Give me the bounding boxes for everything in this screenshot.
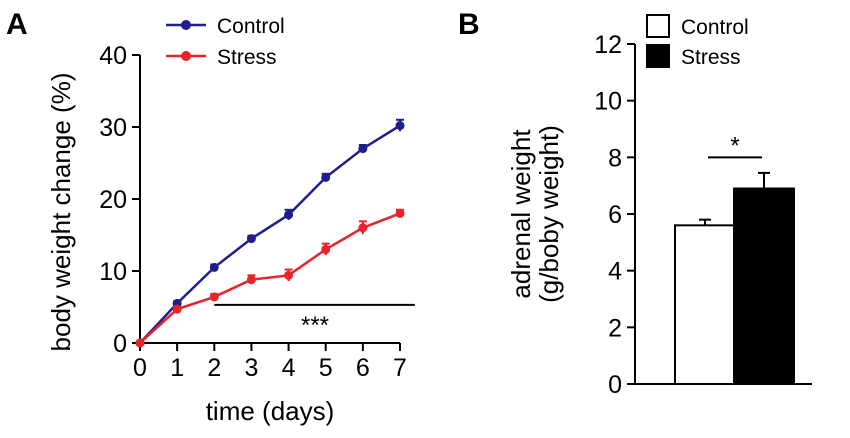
chart-b: 0 2 4 6 8 10 12 adrenal weight(g/boby weight) * C… bbox=[506, 14, 812, 399]
bar-stress bbox=[733, 187, 795, 385]
legend-label-control: Control bbox=[681, 16, 749, 39]
data-point bbox=[284, 210, 294, 220]
series-line-control bbox=[139, 124, 401, 344]
series-line-stress bbox=[139, 212, 401, 344]
data-point bbox=[358, 144, 368, 154]
data-point bbox=[246, 234, 256, 244]
panel-a-label: A bbox=[6, 8, 28, 41]
y-tick-label-b: 4 bbox=[608, 258, 622, 286]
y-tick-label-a: 10 bbox=[99, 258, 127, 286]
y-axis-title-b-line-1: adrenal weight bbox=[506, 129, 536, 299]
x-axis-title-a: time (days) bbox=[206, 396, 335, 426]
x-tick-label-a: 3 bbox=[244, 354, 258, 382]
y-tick-label-a: 40 bbox=[99, 42, 127, 70]
y-tick-label-a: 20 bbox=[99, 186, 127, 214]
data-point bbox=[395, 121, 405, 131]
y-tick-label-a: 0 bbox=[113, 330, 127, 358]
y-tick-label-a: 30 bbox=[99, 114, 127, 142]
y-tick-label-b: 6 bbox=[608, 201, 622, 229]
data-point bbox=[321, 172, 331, 182]
data-point bbox=[209, 292, 219, 302]
y-tick-label-b: 10 bbox=[594, 88, 622, 116]
data-point bbox=[321, 244, 331, 254]
data-point bbox=[209, 262, 219, 272]
bar-control bbox=[674, 224, 736, 385]
data-point bbox=[172, 304, 182, 314]
x-tick-label-a: 5 bbox=[319, 354, 333, 382]
significance-mark-a: *** bbox=[301, 312, 329, 339]
legend-marker-stress bbox=[181, 51, 191, 61]
y-axis-title-a: body weight change (%) bbox=[46, 73, 76, 352]
legend-label-control: Control bbox=[217, 15, 285, 38]
data-point bbox=[395, 208, 405, 218]
x-tick-label-a: 7 bbox=[393, 354, 407, 382]
y-tick-label-b: 12 bbox=[594, 31, 622, 59]
legend-label-stress: Stress bbox=[217, 46, 277, 69]
panel-b-label: B bbox=[458, 8, 480, 41]
data-point bbox=[284, 270, 294, 280]
legend-swatch-stress bbox=[646, 44, 670, 68]
data-point bbox=[358, 223, 368, 233]
x-tick-label-a: 0 bbox=[133, 354, 147, 382]
y-tick-label-b: 8 bbox=[608, 144, 622, 172]
y-tick-label-b: 2 bbox=[608, 314, 622, 342]
data-point bbox=[246, 275, 256, 285]
legend-marker-control bbox=[181, 20, 191, 30]
legend-label-stress: Stress bbox=[681, 46, 741, 69]
x-tick-label-a: 4 bbox=[282, 354, 296, 382]
y-tick-label-b: 0 bbox=[608, 371, 622, 399]
significance-mark-b: * bbox=[730, 132, 739, 159]
x-tick-label-a: 2 bbox=[207, 354, 221, 382]
legend-swatch-control bbox=[646, 14, 670, 38]
y-axis-title-b-line-2: (g/boby weight) bbox=[534, 125, 564, 303]
x-tick-label-a: 6 bbox=[356, 354, 370, 382]
data-point bbox=[135, 338, 145, 348]
x-tick-label-a: 1 bbox=[170, 354, 184, 382]
